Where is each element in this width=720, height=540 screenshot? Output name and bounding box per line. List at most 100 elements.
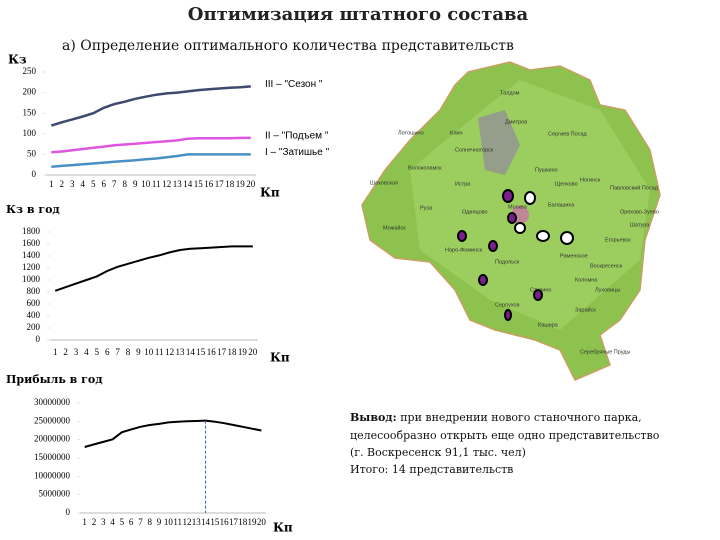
x-tick-label: 15 xyxy=(210,517,220,527)
map-label: Можайск xyxy=(383,224,406,231)
x-tick-label: 1 xyxy=(53,347,58,357)
office-marker xyxy=(488,240,498,252)
x-tick-label: 3 xyxy=(101,517,106,527)
office-marker xyxy=(504,309,512,321)
x-tick-label: 16 xyxy=(220,517,230,527)
x-tick-label: 19 xyxy=(248,517,258,527)
office-marker xyxy=(514,222,526,234)
y-tick-label: 5000000 xyxy=(39,489,71,499)
x-tick-label: 9 xyxy=(136,347,141,357)
conclusion-line: (г. Воскресенск 91,1 тыс. чел) xyxy=(350,446,526,459)
office-marker xyxy=(533,289,543,301)
conclusion-line: Итого: 14 представительств xyxy=(350,463,513,476)
office-marker xyxy=(560,231,574,245)
map-label: Серпухов xyxy=(495,302,520,308)
x-tick-label: 3 xyxy=(70,179,75,189)
y-tick-label: 1200 xyxy=(22,262,41,272)
x-tick-label: 12 xyxy=(182,517,191,527)
slide-title: Оптимизация штатного состава xyxy=(188,4,529,25)
y-tick-label: 200 xyxy=(27,322,41,332)
map-label: Коломна xyxy=(575,277,598,283)
x-tick-label: 16 xyxy=(204,179,214,189)
x-tick-label: 1 xyxy=(82,517,87,527)
data-line xyxy=(84,419,262,448)
office-marker xyxy=(478,274,488,286)
y-tick-label: 1400 xyxy=(22,250,41,260)
x-tick-label: 13 xyxy=(173,179,183,189)
x-tick-label: 2 xyxy=(63,347,68,357)
x-tick-label: 12 xyxy=(165,347,174,357)
x-tick-label: 6 xyxy=(105,347,110,357)
y-tick-label: 30000000 xyxy=(34,397,71,407)
x-tick-label: 5 xyxy=(91,179,96,189)
x-tick-label: 17 xyxy=(217,347,227,357)
y-tick-label: 150 xyxy=(23,107,37,117)
y-tick-label: 600 xyxy=(27,298,41,308)
map-label: Орехово-Зуево xyxy=(620,209,659,215)
map-label: Луховицы xyxy=(595,287,620,293)
x-tick-label: 11 xyxy=(152,179,161,189)
x-tick-label: 9 xyxy=(157,517,162,527)
y-axis-label: Кз xyxy=(8,53,27,67)
x-tick-label: 3 xyxy=(74,347,79,357)
legend-label: III – "Сезон " xyxy=(265,79,323,90)
y-tick-label: 200 xyxy=(23,87,37,97)
map-labels: Талдом Дмитров Сергиев Посад Клин Лотошино Со… xyxy=(370,90,659,355)
data-line xyxy=(50,85,251,127)
office-marker xyxy=(507,212,517,224)
office-marker xyxy=(457,230,467,242)
data-line xyxy=(51,153,251,169)
x-tick-label: 20 xyxy=(246,179,256,189)
x-tick-label: 17 xyxy=(215,179,225,189)
y-tick-label: 1000 xyxy=(22,274,41,284)
x-tick-label: 10 xyxy=(164,517,174,527)
map-label: Шаховская xyxy=(370,180,398,186)
x-tick-label: 15 xyxy=(194,179,204,189)
x-axis-label: Кп xyxy=(260,186,280,200)
map-label: Истра xyxy=(455,181,471,187)
x-tick-label: 10 xyxy=(141,179,151,189)
map-label: Егорьевск xyxy=(605,237,631,243)
office-marker xyxy=(502,189,514,203)
y-tick-label: 0 xyxy=(66,507,71,517)
map-label: Серебряные Пруды xyxy=(580,349,631,355)
x-tick-label: 16 xyxy=(207,347,217,357)
x-tick-label: 20 xyxy=(257,517,267,527)
x-tick-label: 14 xyxy=(201,517,211,527)
map-label: Талдом xyxy=(500,90,520,96)
map-label: Балашиха xyxy=(548,202,575,208)
x-tick-label: 8 xyxy=(123,179,128,189)
map-label: Воскресенск xyxy=(590,263,623,269)
y-tick-label: 0 xyxy=(32,169,37,179)
highlight-zone xyxy=(478,110,520,175)
x-tick-label: 20 xyxy=(248,347,258,357)
x-tick-label: 7 xyxy=(115,347,120,357)
y-tick-label: 10000000 xyxy=(34,470,71,480)
x-tick-label: 18 xyxy=(228,347,238,357)
y-axis-label: Кз в год xyxy=(6,203,60,216)
conclusion-line: целесообразно открыть еще одно представи… xyxy=(350,429,660,442)
map-label: Подольск xyxy=(495,259,520,265)
conclusion-text: при внедрении нового станочного парка, xyxy=(397,411,642,424)
x-tick-label: 10 xyxy=(144,347,154,357)
y-tick-label: 1600 xyxy=(22,238,41,248)
x-tick-label: 4 xyxy=(84,347,89,357)
x-tick-label: 13 xyxy=(192,517,202,527)
data-line xyxy=(51,136,251,154)
map-label: Ногинск xyxy=(580,177,601,183)
map-label: Наро-Фоминск xyxy=(445,247,483,253)
map-label: Москва xyxy=(508,204,528,210)
x-tick-label: 15 xyxy=(196,347,206,357)
map-label: Сергиев Посад xyxy=(548,131,587,137)
map-label: Ступино xyxy=(530,287,551,293)
x-tick-label: 7 xyxy=(138,517,143,527)
map-label: Кашира xyxy=(538,322,559,328)
conclusion-line: Вывод: при внедрении нового станочного п… xyxy=(350,411,642,424)
y-tick-label: 250 xyxy=(23,66,37,76)
x-tick-label: 4 xyxy=(81,179,86,189)
x-tick-label: 8 xyxy=(148,517,153,527)
y-tick-label: 1800 xyxy=(22,226,41,236)
x-tick-label: 18 xyxy=(238,517,248,527)
